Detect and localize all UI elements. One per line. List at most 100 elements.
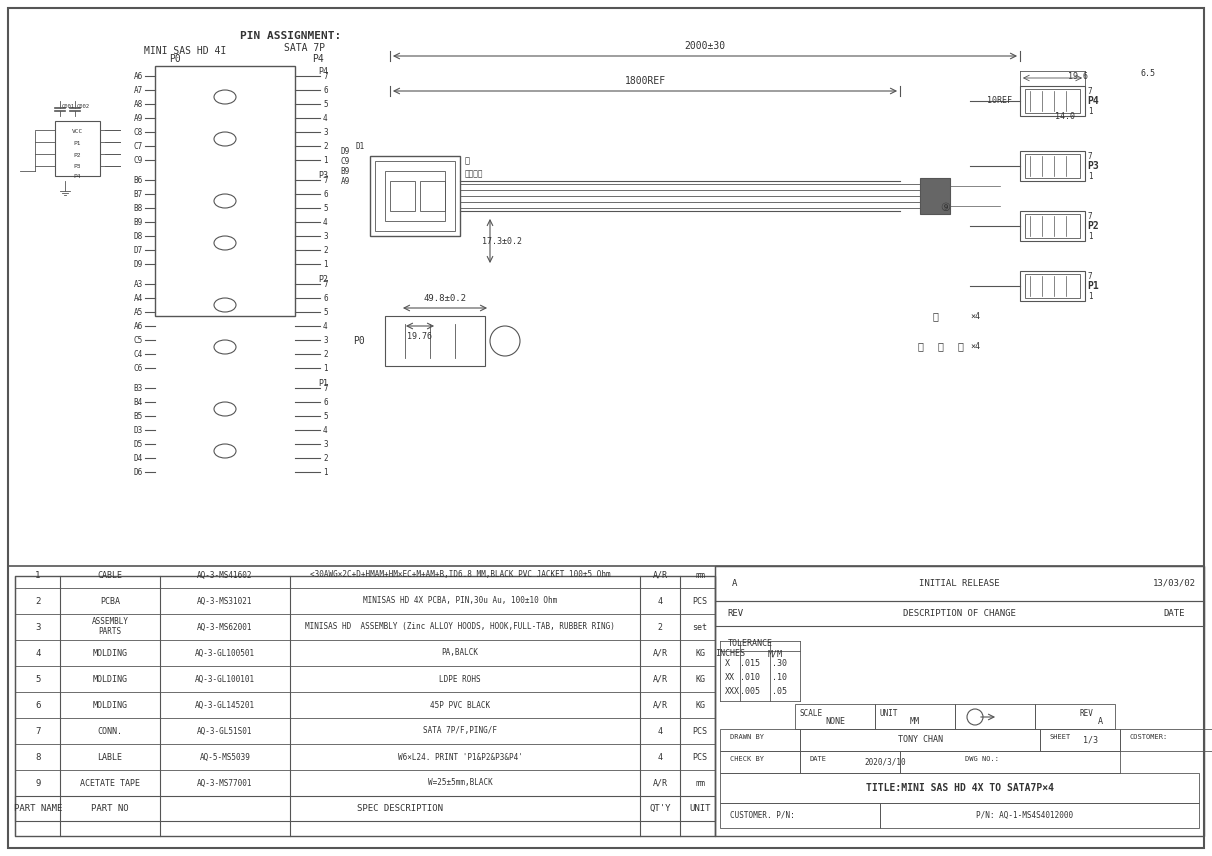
Text: P1: P1	[1087, 281, 1099, 291]
Text: 7: 7	[1087, 86, 1092, 96]
Text: C8: C8	[133, 128, 143, 136]
Text: B4: B4	[133, 397, 143, 407]
Text: 7: 7	[324, 383, 327, 393]
Text: ⑨: ⑨	[941, 203, 950, 213]
Text: 2: 2	[657, 622, 663, 632]
Text: C001: C001	[62, 104, 74, 109]
Text: P/N: AQ-1-MS4S4012000: P/N: AQ-1-MS4S4012000	[977, 811, 1074, 819]
Text: CUSTOMER. P/N:: CUSTOMER. P/N:	[730, 811, 795, 819]
Text: AQ-3-GL51S01: AQ-3-GL51S01	[198, 727, 253, 735]
Text: 4: 4	[657, 752, 663, 762]
Text: ⑤: ⑤	[917, 341, 922, 351]
Text: 5: 5	[324, 99, 327, 109]
Bar	[901, 751, 1120, 773]
Text: 5: 5	[35, 675, 41, 683]
Text: 5: 5	[324, 307, 327, 317]
Text: D8: D8	[133, 231, 143, 241]
Bar	[385, 316, 485, 366]
Text: C9: C9	[133, 156, 143, 164]
Text: 7: 7	[324, 280, 327, 288]
Text: MINISAS HD 4X PCBA, PIN,30u Au, 100±10 Ohm: MINISAS HD 4X PCBA, PIN,30u Au, 100±10 O…	[362, 597, 558, 605]
Text: 7: 7	[324, 72, 327, 80]
Text: A/R: A/R	[652, 700, 668, 710]
Text: PCS: PCS	[692, 597, 708, 605]
Text: AQ-3-GL100101: AQ-3-GL100101	[195, 675, 255, 683]
Text: LDPE ROHS: LDPE ROHS	[439, 675, 481, 683]
Text: 6: 6	[324, 86, 327, 94]
Bar	[880, 803, 1199, 828]
Text: NONE: NONE	[825, 716, 845, 726]
Text: 3: 3	[324, 439, 327, 449]
Bar	[720, 803, 880, 828]
Text: X: X	[725, 659, 730, 669]
Text: D4: D4	[133, 454, 143, 462]
Text: ⑧: ⑧	[932, 311, 938, 321]
Bar	[1040, 729, 1120, 751]
Text: A8: A8	[133, 99, 143, 109]
Text: XX: XX	[725, 674, 734, 682]
Text: DWG NO.:: DWG NO.:	[965, 756, 999, 762]
Text: P4: P4	[318, 67, 328, 75]
Text: 1: 1	[324, 156, 327, 164]
Text: ⑥: ⑥	[937, 341, 943, 351]
Text: 5: 5	[324, 204, 327, 212]
Text: AQ-3-MS41602: AQ-3-MS41602	[198, 570, 253, 580]
Text: ACETATE TAPE: ACETATE TAPE	[80, 778, 141, 788]
Text: 1: 1	[1087, 171, 1092, 181]
Text: D6: D6	[133, 467, 143, 477]
Text: 1/3: 1/3	[1082, 735, 1098, 745]
Bar	[1120, 729, 1212, 751]
Text: P1: P1	[318, 378, 328, 388]
Text: ①②③④: ①②③④	[465, 169, 484, 179]
Bar	[375, 161, 454, 231]
Bar	[720, 751, 800, 773]
Text: 1: 1	[1087, 106, 1092, 116]
Text: C9: C9	[341, 157, 350, 165]
Text: .015: .015	[741, 659, 760, 669]
Text: M/M: M/M	[767, 650, 783, 658]
Text: MOLDING: MOLDING	[92, 700, 127, 710]
Bar	[1035, 704, 1115, 729]
Text: KG: KG	[694, 675, 705, 683]
Text: B6: B6	[133, 175, 143, 185]
Text: 3: 3	[324, 336, 327, 344]
Text: 1: 1	[324, 259, 327, 269]
Text: AQ-3-MS31021: AQ-3-MS31021	[198, 597, 253, 605]
Text: 6.5: 6.5	[1140, 68, 1155, 78]
Text: DRAWN BY: DRAWN BY	[730, 734, 764, 740]
Text: A5: A5	[133, 307, 143, 317]
Text: DESCRIPTION OF CHANGE: DESCRIPTION OF CHANGE	[903, 609, 1016, 618]
Text: ⑦: ⑦	[957, 341, 964, 351]
Text: PCS: PCS	[692, 727, 708, 735]
Text: A4: A4	[133, 294, 143, 302]
Bar	[800, 751, 901, 773]
Bar	[1021, 86, 1085, 116]
Text: 1: 1	[35, 570, 41, 580]
Text: PCS: PCS	[692, 752, 708, 762]
Text: DATE: DATE	[1164, 609, 1185, 618]
Bar	[1025, 214, 1080, 238]
Text: PA,BALCK: PA,BALCK	[441, 649, 479, 657]
Text: .05: .05	[772, 687, 788, 697]
Text: P2: P2	[318, 275, 328, 283]
Bar	[715, 601, 1204, 626]
Text: 2020/3/10: 2020/3/10	[864, 758, 905, 766]
Text: AQ-3-MS77001: AQ-3-MS77001	[198, 778, 253, 788]
Bar	[1021, 271, 1085, 301]
Text: 19.6: 19.6	[1068, 72, 1088, 80]
Text: .010: .010	[741, 674, 760, 682]
Text: A/R: A/R	[652, 649, 668, 657]
Text: 1: 1	[1087, 231, 1092, 241]
Text: 9: 9	[35, 778, 41, 788]
Text: 4: 4	[324, 217, 327, 227]
Text: 19.76: 19.76	[407, 331, 433, 341]
Text: A9: A9	[341, 176, 350, 186]
Text: W6×L24. PRINT 'P1&P2&P3&P4': W6×L24. PRINT 'P1&P2&P3&P4'	[398, 752, 522, 762]
Text: UNIT: UNIT	[690, 804, 710, 813]
Text: 7: 7	[35, 727, 41, 735]
Text: DATE: DATE	[810, 756, 827, 762]
Text: MINI SAS HD 4I: MINI SAS HD 4I	[144, 46, 227, 56]
Text: A3: A3	[133, 280, 143, 288]
Text: 1: 1	[324, 364, 327, 372]
Text: PCBA: PCBA	[101, 597, 120, 605]
